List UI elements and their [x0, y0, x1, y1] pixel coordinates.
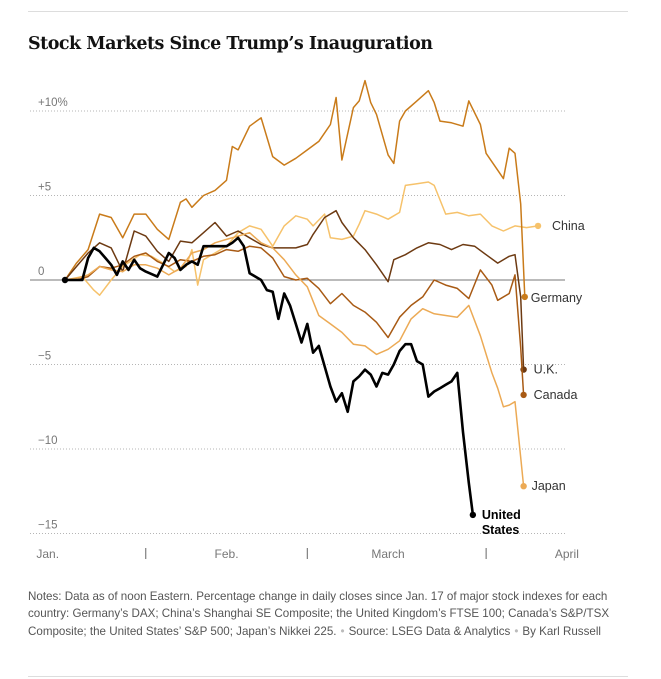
- series-line-canada: [64, 245, 525, 396]
- chart-title: Stock Markets Since Trump’s Inauguration: [28, 34, 433, 54]
- y-tick-label: +10%: [38, 97, 68, 109]
- series-label-china: China: [552, 219, 585, 233]
- endpoint-united-states: [469, 511, 477, 519]
- x-tick-label: March: [371, 547, 404, 561]
- series-label-u-k: U.K.: [534, 363, 558, 377]
- line-chart: +10% +5 0 −5 −10 −15 Jan. Feb. March April China Ge…: [30, 79, 585, 561]
- source-text: Source: LSEG Data & Analytics: [348, 624, 511, 638]
- y-tick-label: −15: [38, 520, 58, 532]
- chart-notes: Notes: Data as of noon Eastern. Percenta…: [28, 588, 624, 640]
- series-label-japan: Japan: [532, 479, 566, 493]
- x-tick-label: April: [555, 547, 579, 561]
- series-line-japan: [64, 231, 525, 487]
- y-tick-label: 0: [38, 266, 44, 278]
- series-line-united-states: [63, 236, 475, 517]
- top-rule: [28, 11, 628, 12]
- endpoint-germany: [521, 293, 528, 301]
- series-line-germany: [64, 79, 526, 298]
- series-label-united-states: States: [482, 523, 520, 537]
- y-tick-label: −5: [38, 351, 51, 363]
- start-point: [61, 276, 69, 284]
- series-line-u-k: [64, 209, 525, 371]
- x-tick-label: Feb.: [215, 547, 239, 561]
- series-label-united-states: United: [482, 508, 521, 522]
- y-tick-label: +5: [38, 182, 51, 194]
- y-tick-label: −10: [38, 435, 58, 447]
- series-label-germany: Germany: [531, 291, 583, 305]
- byline-separator: •: [514, 624, 519, 638]
- series-line-china: [64, 181, 539, 296]
- x-tick-label: Jan.: [36, 547, 59, 561]
- endpoint-canada: [520, 391, 527, 399]
- bottom-rule: [28, 676, 628, 677]
- series-label-canada: Canada: [534, 388, 578, 402]
- endpoint-china: [534, 222, 542, 230]
- byline-text: By Karl Russell: [522, 624, 601, 638]
- endpoint-japan: [520, 482, 527, 490]
- notes-text: Notes: Data as of noon Eastern. Percenta…: [28, 590, 610, 638]
- notes-separator: •: [340, 624, 345, 638]
